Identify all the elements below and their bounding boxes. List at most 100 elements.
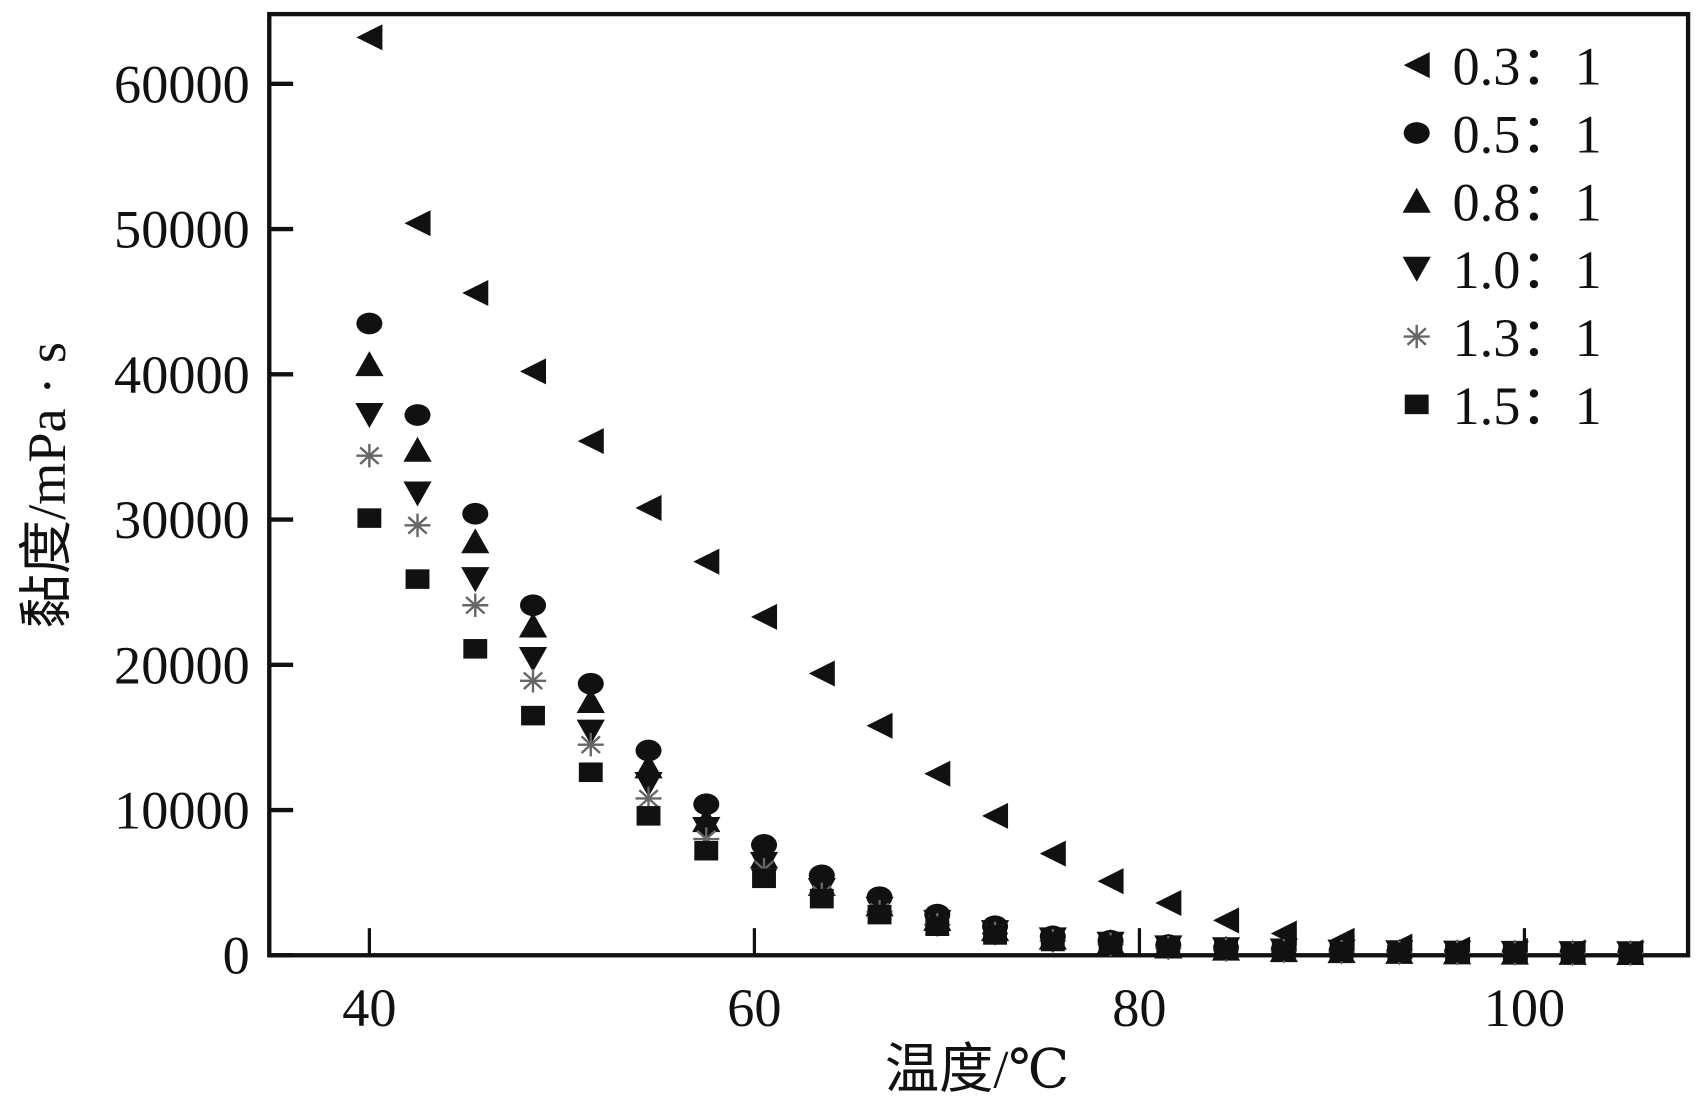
- series-0.8：1: [355, 351, 1645, 966]
- x-tick-label: 60: [727, 978, 781, 1038]
- legend-marker-square-icon: [1404, 394, 1429, 415]
- legend-marker-triangle-up-icon: [1402, 187, 1431, 213]
- data-point: [519, 358, 547, 385]
- legend-item: 0.5：1: [1403, 105, 1602, 165]
- data-point: [576, 688, 605, 714]
- data-point: [356, 312, 383, 335]
- data-point: [983, 925, 1007, 945]
- data-point: [356, 443, 383, 468]
- series-1.3：1: [356, 443, 1644, 966]
- data-point: [1039, 840, 1066, 867]
- data-point: [403, 436, 432, 462]
- data-point: [519, 669, 547, 693]
- x-tick-label: 100: [1484, 978, 1565, 1038]
- data-point: [694, 840, 719, 861]
- data-point: [635, 739, 662, 762]
- x-tick-label: 80: [1112, 978, 1166, 1038]
- data-point: [924, 760, 951, 787]
- series-0.5：1: [356, 312, 1644, 964]
- data-point: [636, 806, 661, 826]
- data-point: [1155, 889, 1182, 917]
- series-0.3：1: [356, 24, 1644, 966]
- series-1.5：1: [357, 508, 1643, 964]
- data-point: [404, 404, 431, 426]
- data-point: [355, 351, 384, 377]
- data-point: [808, 660, 835, 687]
- data-point: [462, 502, 489, 525]
- data-point: [1098, 935, 1123, 955]
- data-point: [809, 888, 834, 909]
- data-point: [1214, 939, 1238, 960]
- data-point: [461, 567, 490, 593]
- plot-frame: [267, 11, 1691, 958]
- y-tick-label: 60000: [114, 54, 250, 114]
- y-tick-label: 30000: [114, 490, 250, 550]
- legend-item: 1.3：1: [1403, 308, 1602, 368]
- legend-marker-star-icon: [1403, 324, 1430, 349]
- data-point: [356, 24, 383, 51]
- data-point: [1097, 868, 1124, 895]
- data-point: [576, 719, 605, 745]
- data-point: [693, 548, 720, 575]
- data-point: [1156, 938, 1181, 958]
- data-point: [577, 428, 604, 455]
- data-point: [925, 916, 950, 937]
- legend-item: 0.8：1: [1402, 172, 1602, 232]
- legend-label: 0.5：1: [1453, 105, 1602, 165]
- data-point: [519, 594, 547, 617]
- y-tick-label: 40000: [114, 345, 250, 405]
- data-point: [462, 279, 489, 307]
- data-point: [518, 647, 548, 673]
- data-point: [1387, 942, 1412, 963]
- y-axis: 0 10000 20000 30000 40000 50000 60000: [114, 54, 294, 986]
- legend-label: 1.0：1: [1453, 240, 1602, 300]
- data-point: [577, 672, 604, 695]
- legend-marker-triangle-left-icon: [1403, 52, 1430, 79]
- data-point: [357, 508, 382, 528]
- data-point: [1040, 931, 1065, 952]
- data-point: [1502, 943, 1527, 963]
- data-point: [462, 593, 489, 617]
- data-point: [866, 712, 893, 739]
- data-point: [463, 639, 488, 659]
- data-point: [461, 528, 490, 554]
- data-point: [405, 569, 430, 589]
- legend-label: 1.5：1: [1453, 376, 1602, 436]
- data-point: [355, 403, 384, 429]
- legend-label: 0.8：1: [1453, 172, 1602, 232]
- data-point: [635, 494, 662, 521]
- x-axis: 40 60 80 100: [342, 928, 1565, 1038]
- data-point: [577, 732, 604, 757]
- y-tick-label: 0: [223, 926, 250, 986]
- x-tick-label: 40: [342, 978, 396, 1038]
- legend-marker-triangle-down-icon: [1402, 256, 1431, 282]
- data-point: [1213, 907, 1240, 934]
- data-point: [404, 513, 431, 538]
- data-point: [1445, 943, 1470, 963]
- legend-label: 1.3：1: [1453, 308, 1602, 368]
- series-1.0：1: [355, 403, 1645, 967]
- data-point: [404, 210, 431, 237]
- y-tick-label: 50000: [114, 200, 250, 260]
- legend-item: 0.3：1: [1403, 37, 1602, 97]
- legend-item: 1.5：1: [1404, 376, 1602, 436]
- data-point: [578, 762, 603, 783]
- data-point: [1271, 941, 1296, 961]
- data-point: [693, 793, 720, 816]
- data-point: [1618, 943, 1643, 964]
- y-tick-label: 10000: [114, 780, 250, 840]
- legend-item: 1.0：1: [1402, 240, 1602, 300]
- legend-marker-circle-icon: [1403, 122, 1430, 144]
- data-point: [867, 904, 892, 925]
- data-point: [982, 802, 1009, 829]
- legend-label: 0.3：1: [1453, 37, 1602, 97]
- data-point: [1329, 942, 1354, 962]
- data-point: [403, 481, 432, 507]
- y-axis-label: 黏度/mPa · s: [17, 342, 77, 628]
- legend: 0.3：1 0.5：1 0.8：1 1.0：1 1.3：1 1.5：1: [1402, 37, 1602, 436]
- data-point: [634, 771, 663, 797]
- x-axis-label: 温度/℃: [885, 1040, 1069, 1100]
- data-points: [355, 24, 1645, 967]
